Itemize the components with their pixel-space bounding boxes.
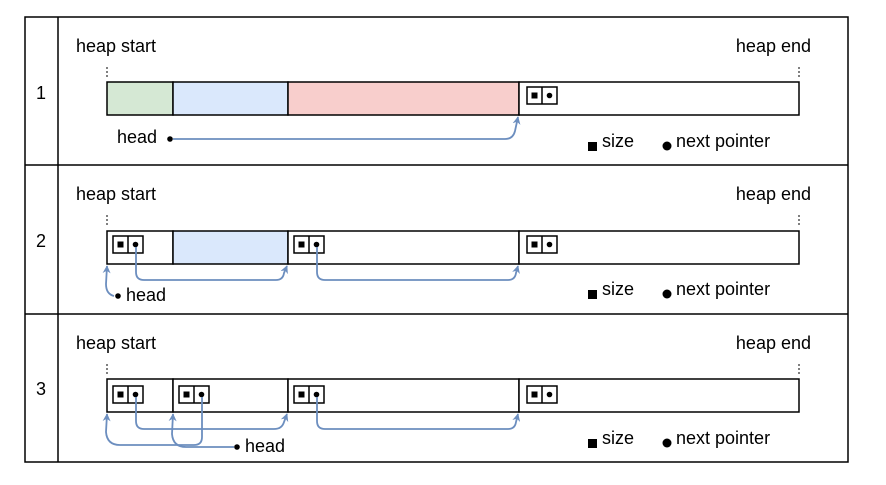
free-block-header — [526, 86, 558, 105]
legend-next-pointer-icon — [662, 289, 672, 299]
free-block-header — [293, 235, 325, 254]
legend-size-icon — [588, 290, 597, 299]
next-pointer-icon — [546, 391, 553, 398]
next-arrow — [316, 247, 520, 281]
next-pointer-icon — [132, 391, 139, 398]
next-arrow — [135, 397, 289, 430]
free-block-header — [293, 385, 325, 404]
free-block-header — [112, 385, 144, 404]
legend-size-icon — [588, 439, 597, 448]
free-block-header — [526, 235, 558, 254]
size-field-icon — [117, 241, 124, 248]
free-block — [518, 230, 800, 265]
head-label: head — [126, 285, 166, 305]
heap-start-label: heap start — [76, 184, 156, 204]
outer-frame — [24, 16, 849, 463]
next-arrow — [316, 397, 521, 430]
next-arrow — [135, 247, 288, 281]
free-block-header — [178, 385, 210, 404]
legend-next-pointer-label: next pointer — [676, 279, 770, 299]
head-label: head — [245, 436, 285, 456]
legend-size-label: size — [602, 131, 634, 151]
heap-end-label: heap end — [736, 333, 811, 353]
head-pointer-icon — [167, 136, 173, 142]
legend-next-pointer-icon — [662, 438, 672, 448]
next-pointer-icon — [546, 241, 553, 248]
legend-next-pointer-label: next pointer — [676, 428, 770, 448]
free-block-header — [112, 235, 144, 254]
legend-next-pointer-icon — [662, 141, 672, 151]
size-field-icon — [117, 391, 124, 398]
legend-size-label: size — [602, 279, 634, 299]
row-number: 2 — [36, 231, 46, 251]
free-block — [287, 378, 520, 413]
legend-size-label: size — [602, 428, 634, 448]
row-3: 3 heap start heap end — [36, 333, 811, 456]
head-arrow — [173, 116, 521, 140]
heap-start-label: heap start — [76, 333, 156, 353]
free-block-header — [526, 385, 558, 404]
size-field-icon — [531, 391, 538, 398]
size-field-icon — [183, 391, 190, 398]
row-1: 1 heap start heap end head size next poi… — [36, 36, 811, 151]
head-label: head — [117, 127, 157, 147]
free-block — [518, 378, 800, 413]
legend-size-icon — [588, 142, 597, 151]
next-pointer-icon — [546, 92, 553, 99]
size-field-icon — [298, 241, 305, 248]
free-block — [518, 81, 800, 116]
used-block-blue — [172, 230, 289, 265]
size-field-icon — [298, 391, 305, 398]
next-pointer-icon — [313, 241, 320, 248]
next-pointer-icon — [313, 391, 320, 398]
row-number: 1 — [36, 83, 46, 103]
head-pointer-icon — [234, 444, 240, 450]
legend-next-pointer-label: next pointer — [676, 131, 770, 151]
head-arrow — [168, 413, 234, 448]
size-field-icon — [531, 241, 538, 248]
row-number: 3 — [36, 379, 46, 399]
heap-end-label: heap end — [736, 184, 811, 204]
used-block-red — [287, 81, 520, 116]
size-field-icon — [531, 92, 538, 99]
heap-end-label: heap end — [736, 36, 811, 56]
used-block-blue — [172, 81, 289, 116]
head-pointer-icon — [115, 293, 121, 299]
used-block-green — [106, 81, 174, 116]
next-arrow — [102, 397, 203, 446]
next-pointer-icon — [132, 241, 139, 248]
head-arrow — [102, 265, 115, 297]
heap-start-label: heap start — [76, 36, 156, 56]
row-2: 2 heap start heap end — [36, 184, 811, 305]
next-pointer-icon — [198, 391, 205, 398]
